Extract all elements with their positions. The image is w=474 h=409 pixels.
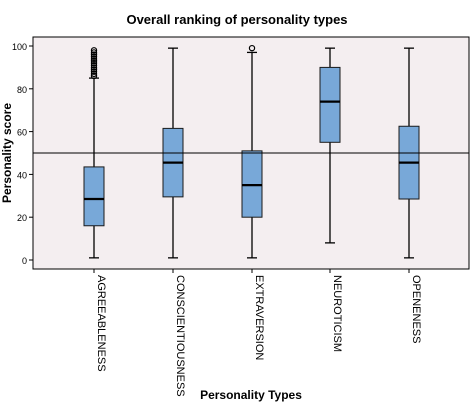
y-tick-label: 0 [22,256,27,266]
x-tick-label: NEUROTICISM [331,275,343,352]
chart-title: Overall ranking of personality types [126,12,347,27]
y-tick-label: 100 [12,42,27,52]
outlier-point [90,68,98,75]
outlier-point [248,44,256,52]
outlier-point [90,66,98,73]
y-tick-label: 20 [17,213,27,223]
box-iqr [319,66,341,143]
outlier-point [90,70,98,78]
outlier-point [90,72,98,80]
outlier-point [90,53,98,60]
chart-marks: 0 20 40 60 80 100 AGREEABLENESS CONSCIENTIOUSNE… [12,42,469,397]
outlier-point [90,49,98,56]
outlier-point [90,64,98,71]
x-tick-label: EXTRAVERSION [253,275,265,360]
y-tick-label: 60 [17,128,27,138]
box-iqr [83,166,105,227]
y-tick-label: 80 [17,85,27,95]
outlier-point [90,57,98,65]
x-tick-label: CONSCIENTIOUSNESS [174,275,186,397]
x-tick-label: OPENENESS [410,275,422,343]
outlier-point [90,55,98,63]
outlier-point [90,51,98,58]
outlier-point [90,47,98,54]
x-axis-label: Personality Types [200,388,302,402]
y-tick-label: 40 [17,170,27,180]
outlier-point [90,59,98,67]
outlier-point [90,62,98,69]
x-tick-label: AGREEABLENESS [95,275,107,372]
y-axis-label: Personality score [0,103,14,203]
